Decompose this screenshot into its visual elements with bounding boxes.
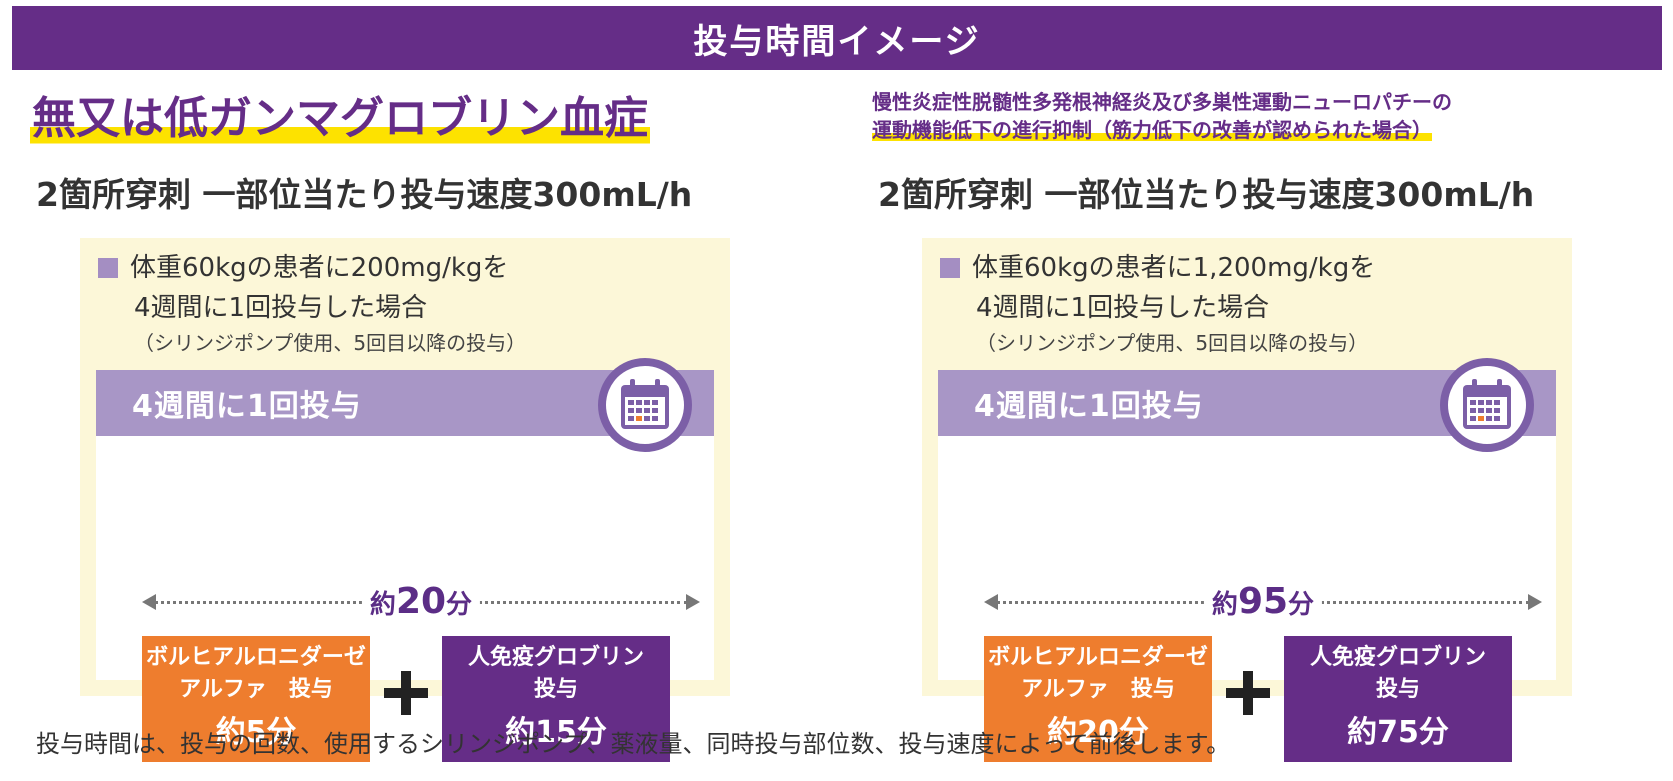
case-line-1: 体重60kgの患者に1,200mg/kgを	[972, 253, 1376, 283]
total-prefix: 約	[1211, 590, 1238, 620]
disease-title: 無又は低ガンマグロブリン血症	[30, 90, 650, 148]
disease-title: 慢性炎症性脱髄性多発根神経炎及び多巣性運動ニューロパチーの 運動機能低下の進行抑…	[872, 88, 1572, 144]
plus-icon	[378, 666, 434, 722]
arrow-right-icon	[686, 594, 700, 610]
infusion-condition: 2箇所穿刺 一部位当たり投与速度300mL/h	[36, 175, 693, 214]
hyaluronidase-box: ボルヒアルロニダーゼ アルファ 投与 約5分	[142, 636, 370, 762]
case-note: （シリンジポンプ使用、5回目以降の投与）	[134, 331, 527, 355]
arrow-right-icon	[1528, 594, 1542, 610]
dosing-column-right: 慢性炎症性脱髄性多発根神経炎及び多巣性運動ニューロパチーの 運動機能低下の進行抑…	[872, 80, 1673, 762]
hyaluronidase-box: ボルヒアルロニダーゼ アルファ 投与 約20分	[984, 636, 1212, 762]
total-prefix: 約	[369, 590, 396, 620]
immunoglobulin-time: 約75分	[1347, 715, 1449, 750]
page-header: 投与時間イメージ	[12, 6, 1662, 70]
calendar-icon	[598, 358, 692, 452]
square-bullet-icon	[940, 258, 960, 278]
immunoglobulin-time: 約15分	[505, 715, 607, 750]
immunoglobulin-name-1: 人免疫グロブリン	[1309, 645, 1486, 670]
square-bullet-icon	[98, 258, 118, 278]
arrow-left-icon	[984, 594, 998, 610]
frequency-label: 4週間に1回投与	[132, 389, 362, 424]
immunoglobulin-name-2: 投与	[1375, 677, 1420, 702]
total-unit: 分	[1288, 590, 1315, 620]
hyaluronidase-name-2: アルファ 投与	[1021, 677, 1175, 702]
total-duration-label: 約95分	[1203, 580, 1323, 630]
immunoglobulin-box: 人免疫グロブリン 投与 約15分	[442, 636, 670, 762]
immunoglobulin-name-2: 投与	[533, 677, 578, 702]
hyaluronidase-name-1: ボルヒアルロニダーゼ	[988, 645, 1208, 670]
hyaluronidase-name-2: アルファ 投与	[179, 677, 333, 702]
immunoglobulin-name-1: 人免疫グロブリン	[467, 645, 644, 670]
total-value: 95	[1237, 581, 1289, 622]
disease-title-line-2: 運動機能低下の進行抑制（筋力低下の改善が認められた場合）	[872, 118, 1432, 142]
page-title: 投与時間イメージ	[693, 21, 981, 62]
infusion-condition: 2箇所穿刺 一部位当たり投与速度300mL/h	[878, 175, 1535, 214]
frequency-label: 4週間に1回投与	[974, 389, 1204, 424]
total-duration-label: 約20分	[361, 580, 481, 630]
arrow-left-icon	[142, 594, 156, 610]
case-description: 体重60kgの患者に200mg/kgを 4週間に1回投与した場合 （シリンジポン…	[98, 248, 526, 358]
case-line-2: 4週間に1回投与した場合	[134, 293, 428, 323]
dosing-panel: 体重60kgの患者に200mg/kgを 4週間に1回投与した場合 （シリンジポン…	[80, 238, 730, 762]
case-line-1: 体重60kgの患者に200mg/kgを	[130, 253, 509, 283]
calendar-icon	[1440, 358, 1534, 452]
total-duration: 約95分	[984, 580, 1542, 630]
case-description: 体重60kgの患者に1,200mg/kgを 4週間に1回投与した場合 （シリンジ…	[940, 248, 1375, 358]
hyaluronidase-name-1: ボルヒアルロニダーゼ	[146, 645, 366, 670]
footer-note: 投与時間は、投与の回数、使用するシリンジポンプ、薬液量、同時投与部位数、投与速度…	[36, 730, 1231, 758]
plus-icon	[1220, 666, 1276, 722]
immunoglobulin-box: 人免疫グロブリン 投与 約75分	[1284, 636, 1512, 762]
total-value: 20	[395, 581, 447, 622]
case-note: （シリンジポンプ使用、5回目以降の投与）	[976, 331, 1369, 355]
case-line-2: 4週間に1回投与した場合	[976, 293, 1270, 323]
hyaluronidase-time: 約20分	[1047, 715, 1149, 750]
disease-title-line-1: 慢性炎症性脱髄性多発根神経炎及び多巣性運動ニューロパチーの	[872, 90, 1452, 114]
dosing-panel: 体重60kgの患者に1,200mg/kgを 4週間に1回投与した場合 （シリンジ…	[922, 238, 1572, 762]
dosing-column-left: 無又は低ガンマグロブリン血症 2箇所穿刺 一部位当たり投与速度300mL/h 体…	[30, 80, 850, 762]
total-unit: 分	[446, 590, 473, 620]
total-duration: 約20分	[142, 580, 700, 630]
hyaluronidase-time: 約5分	[215, 715, 297, 750]
